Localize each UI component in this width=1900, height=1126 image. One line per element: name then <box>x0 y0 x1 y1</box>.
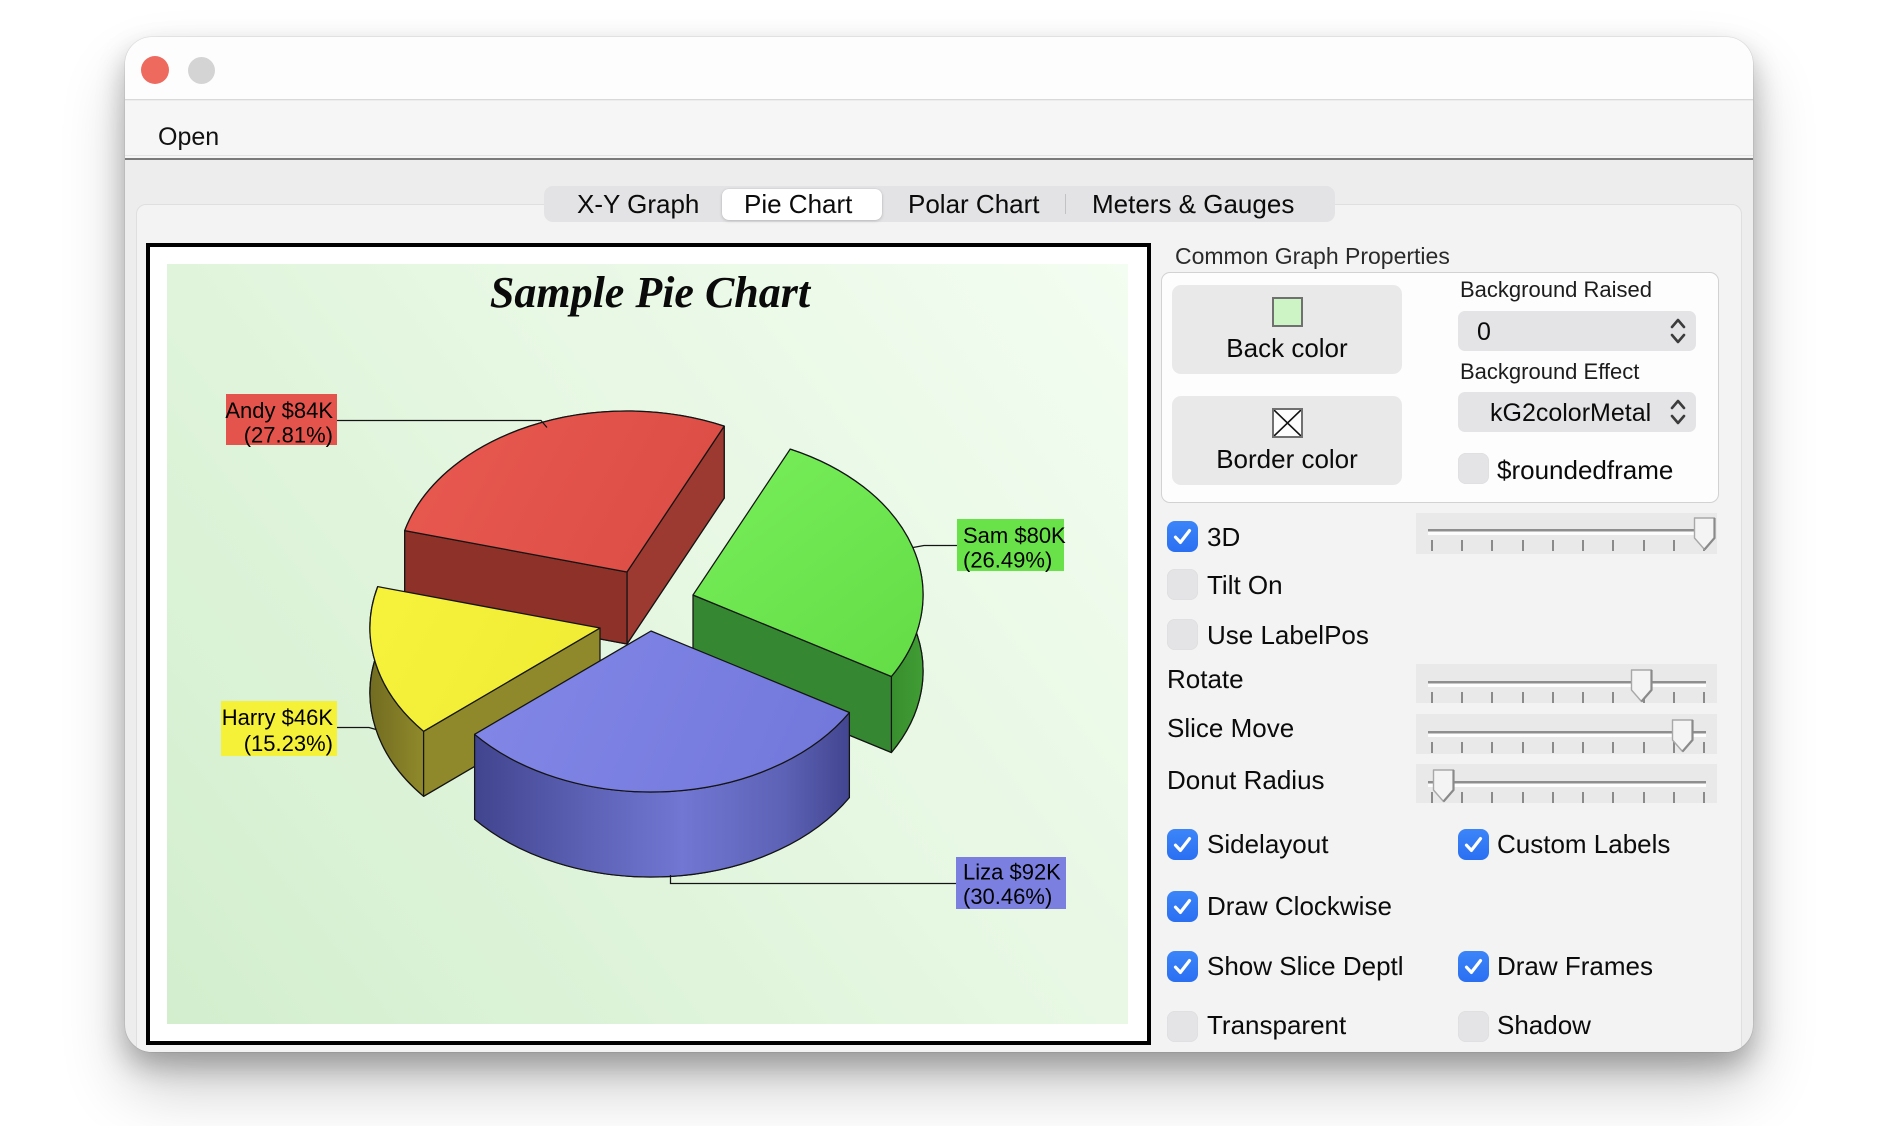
svg-text:Harry $46K: Harry $46K <box>222 705 334 730</box>
svg-text:Liza $92K: Liza $92K <box>963 860 1061 885</box>
svg-text:(26.49%): (26.49%) <box>963 548 1052 573</box>
svg-text:Andy $84K: Andy $84K <box>225 398 333 423</box>
svg-text:(30.46%): (30.46%) <box>963 884 1052 909</box>
svg-text:(27.81%): (27.81%) <box>244 423 333 448</box>
svg-text:Sam $80K: Sam $80K <box>963 523 1066 548</box>
svg-text:Sample Pie Chart: Sample Pie Chart <box>490 268 812 317</box>
svg-text:(15.23%): (15.23%) <box>244 731 333 756</box>
